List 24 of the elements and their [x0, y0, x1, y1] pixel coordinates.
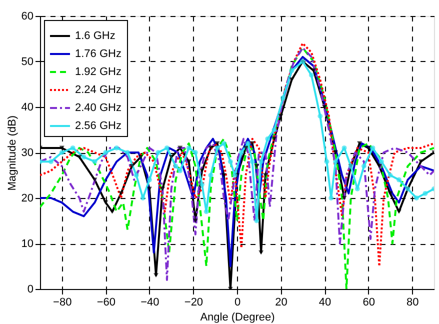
x-tick-label: −40 [140, 296, 160, 308]
legend-label: 1.6 GHz [75, 30, 116, 42]
y-tick-label: 10 [21, 238, 34, 250]
x-tick-label: 60 [362, 296, 375, 308]
legend-label: 1.76 GHz [75, 48, 122, 60]
legend-label: 2.40 GHz [75, 102, 122, 114]
legend-label: 2.24 GHz [75, 84, 122, 96]
x-axis-title: Angle (Degree) [200, 312, 275, 324]
y-tick-label: 40 [21, 102, 34, 114]
x-tick-label: 0 [234, 296, 241, 308]
y-tick-label: 50 [21, 56, 34, 68]
x-tick-label: −60 [96, 296, 116, 308]
legend-label: 2.56 GHz [75, 120, 122, 132]
y-tick-label: 60 [21, 10, 34, 22]
legend-label: 1.92 GHz [75, 66, 122, 78]
x-tick-label: −80 [53, 296, 72, 308]
y-tick-label: 20 [21, 192, 34, 204]
y-tick-label: 30 [21, 147, 34, 159]
x-tick-label: 40 [318, 296, 332, 308]
x-tick-label: −20 [184, 296, 204, 308]
y-axis-title: Magnitude (dB) [6, 115, 18, 191]
x-tick-label: 20 [275, 296, 288, 308]
x-tick-label: 80 [406, 296, 419, 308]
y-tick-label: 0 [27, 284, 34, 296]
